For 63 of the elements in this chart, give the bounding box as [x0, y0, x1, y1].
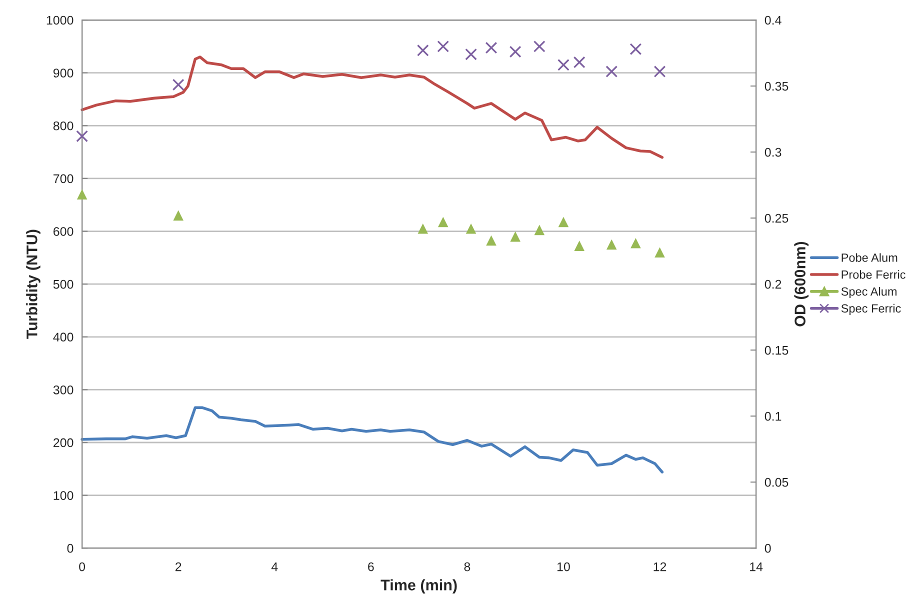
y-tick-label: 100	[54, 491, 74, 500]
point	[466, 223, 476, 234]
y2-tick-label: 0.15	[764, 346, 788, 355]
y-tick-label: 400	[53, 332, 74, 342]
point	[173, 210, 184, 221]
point	[76, 130, 88, 142]
point	[630, 43, 642, 56]
point	[630, 238, 641, 248]
point	[533, 40, 546, 52]
legend-label: Probe Ferric	[842, 270, 906, 279]
point	[573, 56, 586, 68]
y2-tick-label: 0.35	[764, 82, 788, 91]
y2-tick-label: 0.3	[764, 148, 782, 157]
y-tick-label: 900	[53, 68, 74, 78]
x-axis-title: Time (min)	[380, 579, 457, 594]
point	[485, 42, 498, 54]
y2-tick-label: 0.25	[764, 214, 788, 223]
point	[486, 235, 496, 246]
point	[416, 44, 429, 56]
y2-tick-label: 0.1	[764, 412, 782, 421]
x-tick-label: 14	[750, 562, 763, 572]
line-series	[80, 56, 664, 159]
y-axis-title: Turbidity (NTU)	[26, 230, 40, 339]
point	[510, 231, 520, 242]
x-tick-label: 8	[464, 562, 470, 572]
x-tick-label: 10	[557, 562, 570, 572]
point	[437, 40, 450, 52]
y-tick-label: 0	[67, 544, 74, 553]
point	[465, 48, 478, 60]
point	[654, 66, 666, 78]
point	[557, 58, 570, 71]
y-tick-label: 700	[54, 174, 74, 184]
point	[76, 189, 88, 200]
y2-tick-label: 0.4	[764, 16, 782, 25]
point	[418, 223, 428, 234]
point	[606, 66, 618, 78]
y2-axis-title: OD (600nm)	[794, 242, 808, 326]
y-tick-label: 200	[54, 438, 74, 448]
legend-label: Spec Alum	[841, 287, 896, 298]
x-tick-label: 0	[79, 562, 86, 572]
point	[574, 240, 585, 251]
x-tick-label: 12	[654, 562, 666, 572]
point	[509, 46, 522, 58]
point	[534, 224, 545, 236]
point	[654, 247, 665, 258]
point	[558, 216, 569, 228]
x-tick-label: 2	[175, 562, 182, 572]
x-tick-label: 4	[271, 562, 278, 572]
y-tick-label: 1000	[46, 16, 74, 25]
y2-tick-label: 0.05	[764, 478, 788, 487]
x-tick-label: 6	[368, 562, 374, 572]
y-tick-label: 500	[53, 280, 74, 289]
y-tick-label: 600	[54, 227, 74, 236]
y2-tick-label: 0	[764, 544, 771, 553]
line-series	[80, 406, 664, 474]
legend-label: Pobe Alum	[842, 253, 898, 262]
y-tick-label: 300	[53, 385, 74, 394]
point	[438, 216, 448, 228]
legend-label: Spec Ferric	[841, 304, 901, 315]
y2-tick-label: 0.2	[764, 280, 782, 289]
point	[172, 78, 184, 91]
y-tick-label: 800	[53, 121, 74, 130]
point	[606, 239, 617, 250]
